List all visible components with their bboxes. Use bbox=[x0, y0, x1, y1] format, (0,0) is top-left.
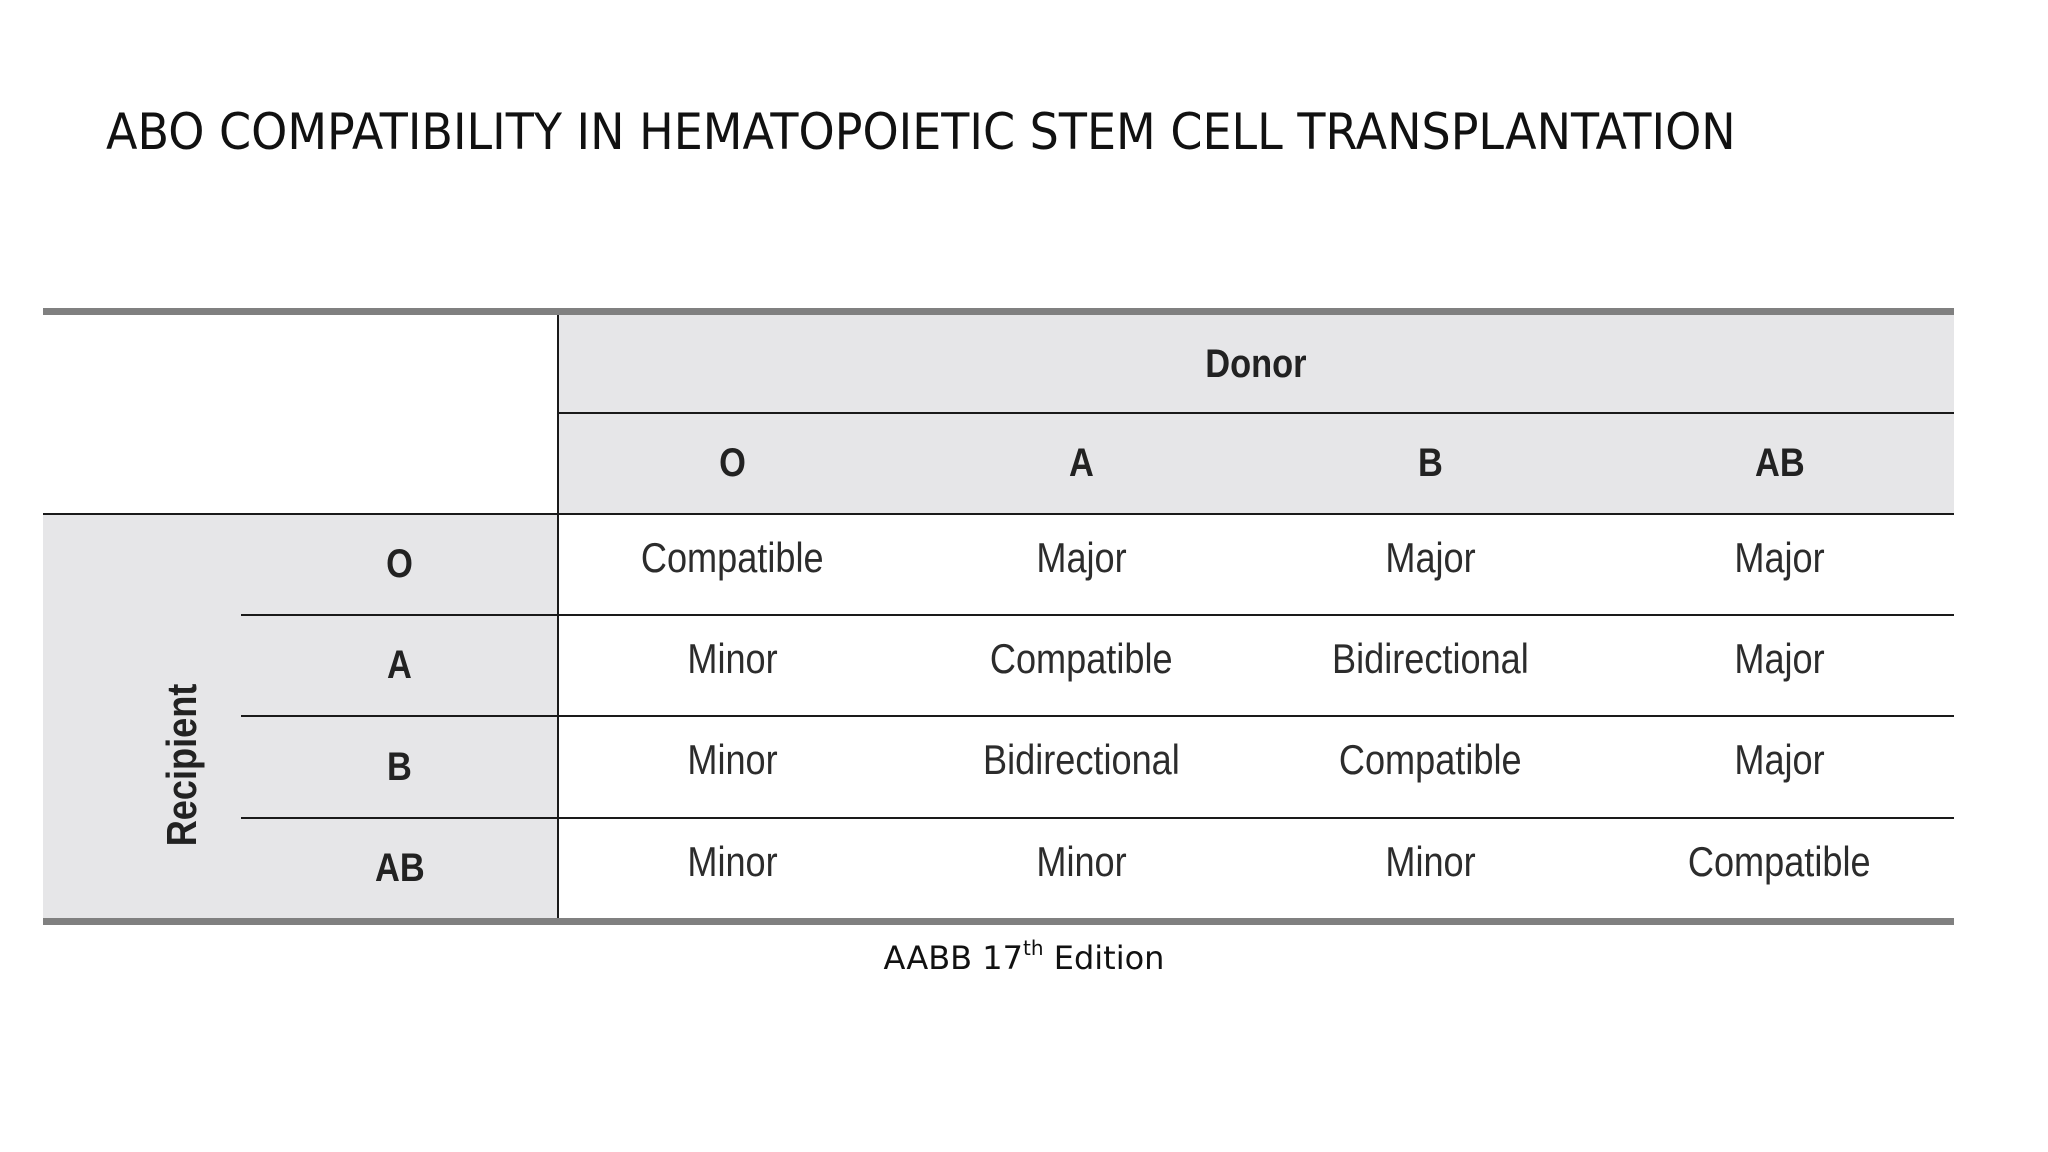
table-cell: Bidirectional bbox=[907, 716, 1256, 818]
table-cell: Compatible bbox=[1256, 716, 1605, 818]
cell-value: Minor bbox=[687, 736, 778, 783]
cell-value: Compatible bbox=[990, 635, 1173, 682]
cell-value: Major bbox=[1036, 534, 1127, 581]
cell-value: Bidirectional bbox=[983, 736, 1180, 783]
cell-value: Bidirectional bbox=[1332, 635, 1529, 682]
table-cell: Major bbox=[907, 514, 1256, 615]
caption-superscript: th bbox=[1023, 936, 1044, 960]
cell-value: Minor bbox=[687, 635, 778, 682]
table-cell: Minor bbox=[1256, 818, 1605, 918]
row-header-ab: AB bbox=[241, 818, 558, 918]
cell-value: Minor bbox=[1385, 838, 1476, 885]
row-header-b: B bbox=[241, 716, 558, 818]
column-header-a: A bbox=[907, 413, 1256, 514]
bottom-rule bbox=[43, 918, 1954, 925]
cell-value: Major bbox=[1734, 635, 1825, 682]
table-cell: Minor bbox=[558, 818, 907, 918]
table-cell: Major bbox=[1605, 514, 1954, 615]
row-header-o: O bbox=[241, 514, 558, 615]
cell-value: Major bbox=[1385, 534, 1476, 581]
column-header-b: B bbox=[1256, 413, 1605, 514]
table-cell: Major bbox=[1605, 615, 1954, 716]
column-header-ab: AB bbox=[1605, 413, 1954, 514]
column-header-o: O bbox=[558, 413, 907, 514]
recipient-header-fill bbox=[43, 514, 558, 922]
caption-text: AABB 17 bbox=[883, 939, 1024, 977]
slide-title: ABO COMPATIBILITY IN HEMATOPOIETIC STEM … bbox=[106, 103, 1736, 161]
table-cell: Compatible bbox=[1605, 818, 1954, 918]
caption-suffix: Edition bbox=[1043, 939, 1165, 977]
row-header-label: A bbox=[387, 643, 412, 687]
row-header-label: AB bbox=[374, 845, 425, 890]
table-cell: Compatible bbox=[907, 615, 1256, 716]
cell-value: Major bbox=[1734, 736, 1825, 783]
donor-header-label: Donor bbox=[1205, 341, 1307, 386]
cell-value: Compatible bbox=[1688, 838, 1871, 885]
table-cell: Major bbox=[1605, 716, 1954, 818]
table-cell: Minor bbox=[558, 716, 907, 818]
cell-value: Minor bbox=[1036, 838, 1127, 885]
row-header-label: O bbox=[386, 542, 413, 586]
table-cell: Bidirectional bbox=[1256, 615, 1605, 716]
cell-value: Compatible bbox=[641, 534, 824, 581]
column-header-label: A bbox=[1069, 441, 1094, 485]
cell-value: Compatible bbox=[1339, 736, 1522, 783]
table-cell: Minor bbox=[558, 615, 907, 716]
row-header-a: A bbox=[241, 615, 558, 716]
column-header-label: AB bbox=[1754, 441, 1805, 485]
recipient-header: Recipient bbox=[158, 683, 205, 847]
cell-value: Minor bbox=[687, 838, 778, 885]
table-cell: Compatible bbox=[558, 514, 907, 615]
row-header-label: B bbox=[387, 744, 412, 789]
cell-value: Major bbox=[1734, 534, 1825, 581]
source-caption: AABB 17th Edition bbox=[0, 936, 2048, 977]
donor-header: Donor bbox=[558, 315, 1954, 413]
column-header-label: O bbox=[719, 441, 746, 485]
table-cell: Minor bbox=[907, 818, 1256, 918]
column-header-label: B bbox=[1418, 441, 1443, 485]
top-rule bbox=[43, 308, 1954, 315]
table-cell: Major bbox=[1256, 514, 1605, 615]
